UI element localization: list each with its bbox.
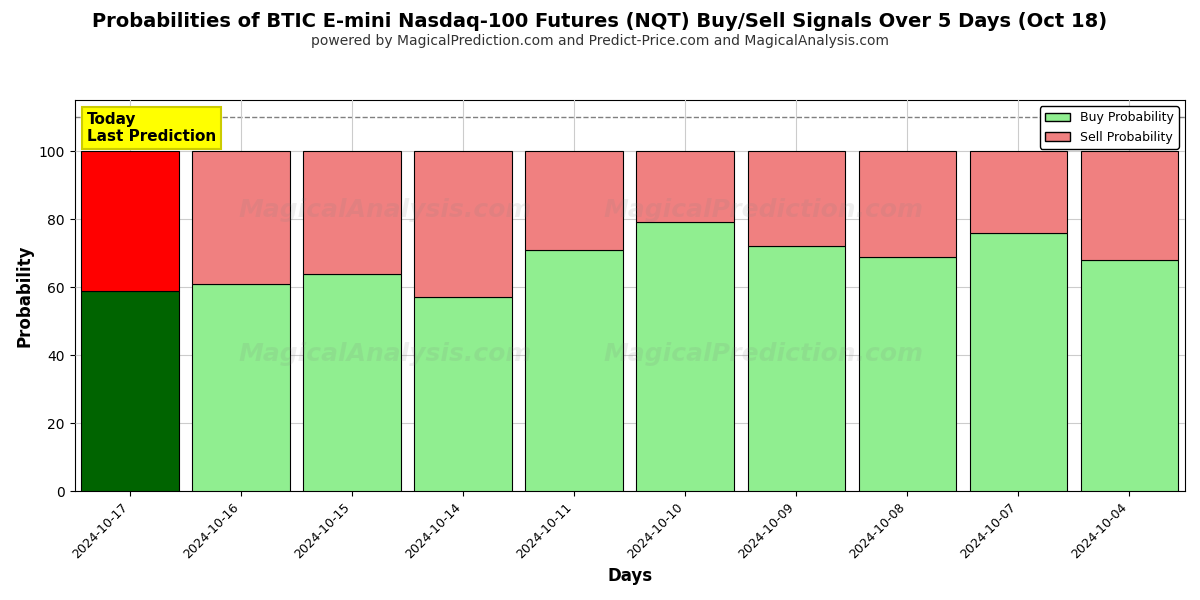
Bar <box>1081 260 1178 491</box>
Text: MagicalAnalysis.com: MagicalAnalysis.com <box>239 343 533 367</box>
Y-axis label: Probability: Probability <box>16 244 34 347</box>
Bar <box>526 151 623 250</box>
Bar <box>192 151 290 284</box>
Text: MagicalPrediction.com: MagicalPrediction.com <box>604 343 923 367</box>
Bar <box>1081 151 1178 260</box>
Text: MagicalAnalysis.com: MagicalAnalysis.com <box>239 197 533 221</box>
Bar <box>858 257 956 491</box>
Text: MagicalPrediction.com: MagicalPrediction.com <box>604 197 923 221</box>
Bar <box>304 274 401 491</box>
Text: Today
Last Prediction: Today Last Prediction <box>86 112 216 144</box>
Bar <box>82 151 179 290</box>
Bar <box>304 151 401 274</box>
Bar <box>414 298 512 491</box>
Bar <box>636 151 734 223</box>
Bar <box>970 233 1067 491</box>
Bar <box>636 223 734 491</box>
Bar <box>748 246 845 491</box>
Legend: Buy Probability, Sell Probability: Buy Probability, Sell Probability <box>1040 106 1178 149</box>
Text: Probabilities of BTIC E-mini Nasdaq-100 Futures (NQT) Buy/Sell Signals Over 5 Da: Probabilities of BTIC E-mini Nasdaq-100 … <box>92 12 1108 31</box>
Bar <box>82 290 179 491</box>
Bar <box>858 151 956 257</box>
X-axis label: Days: Days <box>607 567 653 585</box>
Text: powered by MagicalPrediction.com and Predict-Price.com and MagicalAnalysis.com: powered by MagicalPrediction.com and Pre… <box>311 34 889 48</box>
Bar <box>970 151 1067 233</box>
Bar <box>414 151 512 298</box>
Bar <box>748 151 845 246</box>
Bar <box>526 250 623 491</box>
Bar <box>192 284 290 491</box>
